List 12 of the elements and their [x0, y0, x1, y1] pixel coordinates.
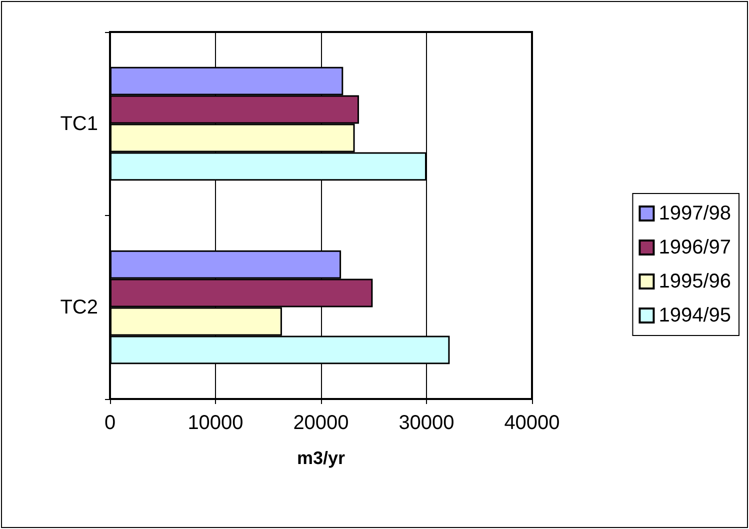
x-axis-title: m3/yr — [296, 448, 346, 468]
x-tick-label: 10000 — [188, 412, 244, 434]
x-tick-label: 20000 — [293, 412, 349, 434]
x-tick-label: 40000 — [504, 412, 560, 434]
legend-label: 1994/95 — [658, 304, 731, 326]
x-tick-label: 0 — [104, 412, 116, 434]
y-tick-label: TC1 — [60, 112, 98, 135]
legend-label: 1995/96 — [658, 270, 731, 292]
legend-label: 1996/97 — [658, 236, 731, 258]
x-tick-label: 30000 — [398, 412, 454, 434]
legend-label: 1997/98 — [658, 202, 731, 224]
y-tick-label: TC2 — [60, 296, 98, 318]
